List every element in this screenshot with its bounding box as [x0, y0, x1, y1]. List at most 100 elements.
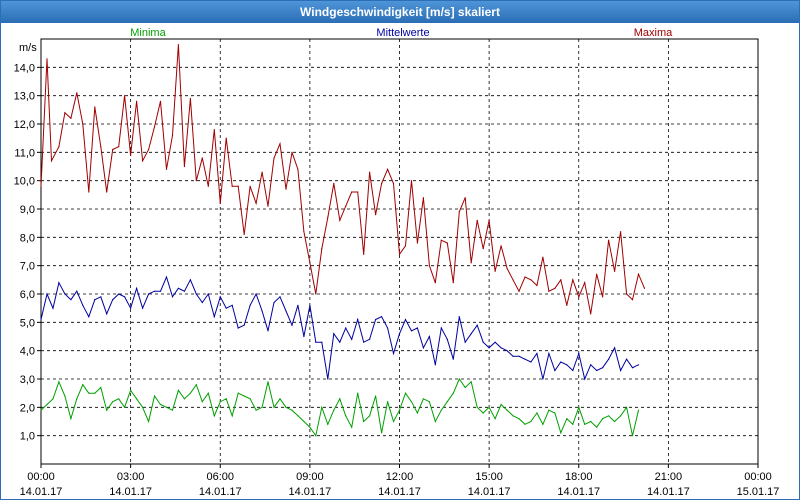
data-point-minima	[428, 401, 430, 403]
data-point-maxima	[482, 248, 484, 250]
data-point-mittelwerte	[440, 327, 442, 329]
data-point-mittelwerte	[64, 293, 66, 295]
data-point-maxima	[625, 293, 628, 295]
data-point-maxima	[76, 92, 78, 94]
data-point-maxima	[500, 245, 502, 247]
data-point-mittelwerte	[207, 293, 209, 295]
data-point-maxima	[231, 185, 233, 187]
data-point-mittelwerte	[136, 287, 138, 289]
data-point-maxima	[279, 143, 281, 145]
y-tick-label: 7,0	[20, 261, 35, 273]
data-point-maxima	[386, 168, 389, 170]
data-point-mittelwerte	[112, 299, 114, 301]
data-point-maxima	[494, 270, 496, 272]
data-point-minima	[572, 423, 574, 425]
data-point-mittelwerte	[614, 347, 616, 349]
data-point-mittelwerte	[422, 347, 424, 349]
data-point-mittelwerte	[315, 341, 317, 343]
data-point-mittelwerte	[578, 352, 580, 355]
data-point-minima	[297, 415, 299, 417]
data-point-minima	[255, 409, 257, 411]
data-point-minima	[440, 409, 442, 411]
data-point-maxima	[141, 160, 144, 162]
data-point-maxima	[297, 168, 299, 170]
data-point-maxima	[201, 157, 203, 159]
data-point-maxima	[619, 231, 622, 233]
data-point-maxima	[189, 97, 191, 100]
data-point-minima	[488, 406, 490, 408]
y-tick-label: 12,0	[14, 119, 35, 131]
data-point-maxima	[339, 219, 341, 221]
data-point-maxima	[351, 191, 353, 193]
data-point-minima	[261, 406, 263, 408]
data-point-maxima	[392, 182, 395, 185]
data-point-maxima	[243, 233, 245, 236]
data-point-minima	[273, 406, 275, 408]
series-line-maxima	[40, 44, 645, 314]
window-title: Windgeschwindigkeit [m/s] skaliert	[1, 1, 799, 23]
data-point-mittelwerte	[153, 290, 156, 292]
y-tick-label: 8,0	[20, 232, 35, 244]
data-point-minima	[118, 398, 120, 400]
data-point-minima	[249, 398, 251, 400]
data-point-mittelwerte	[512, 355, 514, 357]
data-point-minima	[100, 386, 102, 389]
data-point-maxima	[118, 146, 120, 148]
data-point-maxima	[171, 134, 174, 136]
data-point-minima	[446, 401, 448, 403]
data-point-minima	[279, 398, 281, 400]
data-point-minima	[171, 409, 174, 411]
data-point-mittelwerte	[345, 327, 347, 329]
data-point-mittelwerte	[488, 347, 490, 349]
data-point-minima	[333, 409, 335, 411]
data-point-minima	[82, 384, 84, 386]
data-point-minima	[315, 435, 317, 437]
data-point-mittelwerte	[201, 301, 203, 304]
data-point-mittelwerte	[279, 296, 281, 298]
data-point-minima	[608, 415, 610, 417]
data-point-mittelwerte	[124, 296, 126, 298]
data-point-minima	[369, 415, 371, 417]
data-point-minima	[243, 395, 245, 397]
data-point-maxima	[321, 248, 323, 250]
data-point-mittelwerte	[548, 352, 550, 355]
data-point-mittelwerte	[46, 293, 48, 295]
data-point-maxima	[458, 211, 460, 213]
y-tick-label: 1,0	[20, 431, 35, 443]
data-point-mittelwerte	[572, 369, 574, 372]
data-point-maxima	[375, 214, 377, 216]
data-point-maxima	[255, 202, 257, 204]
data-point-minima	[590, 420, 592, 423]
data-point-maxima	[64, 112, 66, 114]
data-point-maxima	[446, 242, 448, 244]
data-point-maxima	[530, 279, 532, 281]
data-point-mittelwerte	[219, 296, 221, 298]
data-point-maxima	[58, 146, 60, 148]
data-point-mittelwerte	[261, 310, 263, 312]
data-point-mittelwerte	[195, 293, 197, 295]
data-point-mittelwerte	[375, 318, 377, 321]
y-tick-label: 5,0	[20, 317, 35, 329]
data-point-maxima	[315, 293, 317, 295]
data-point-maxima	[345, 205, 347, 207]
data-point-minima	[476, 406, 478, 408]
y-tick-label: 13,0	[14, 91, 35, 103]
data-point-mittelwerte	[625, 358, 628, 360]
data-point-mittelwerte	[285, 310, 287, 312]
data-point-mittelwerte	[147, 293, 150, 295]
data-point-maxima	[195, 180, 197, 182]
data-point-maxima	[590, 313, 592, 315]
data-point-minima	[619, 415, 622, 417]
data-point-minima	[201, 401, 203, 403]
legend-mittelwerte: Mittelwerte	[376, 27, 429, 39]
data-point-maxima	[536, 284, 538, 287]
data-point-minima	[351, 426, 353, 428]
x-tick-time-label: 09:00	[296, 471, 324, 483]
data-point-minima	[506, 409, 508, 411]
data-point-maxima	[261, 171, 263, 173]
data-point-maxima	[608, 239, 610, 241]
data-point-mittelwerte	[100, 296, 102, 298]
data-point-mittelwerte	[94, 299, 96, 301]
data-point-maxima	[554, 287, 556, 289]
data-point-maxima	[183, 165, 185, 168]
